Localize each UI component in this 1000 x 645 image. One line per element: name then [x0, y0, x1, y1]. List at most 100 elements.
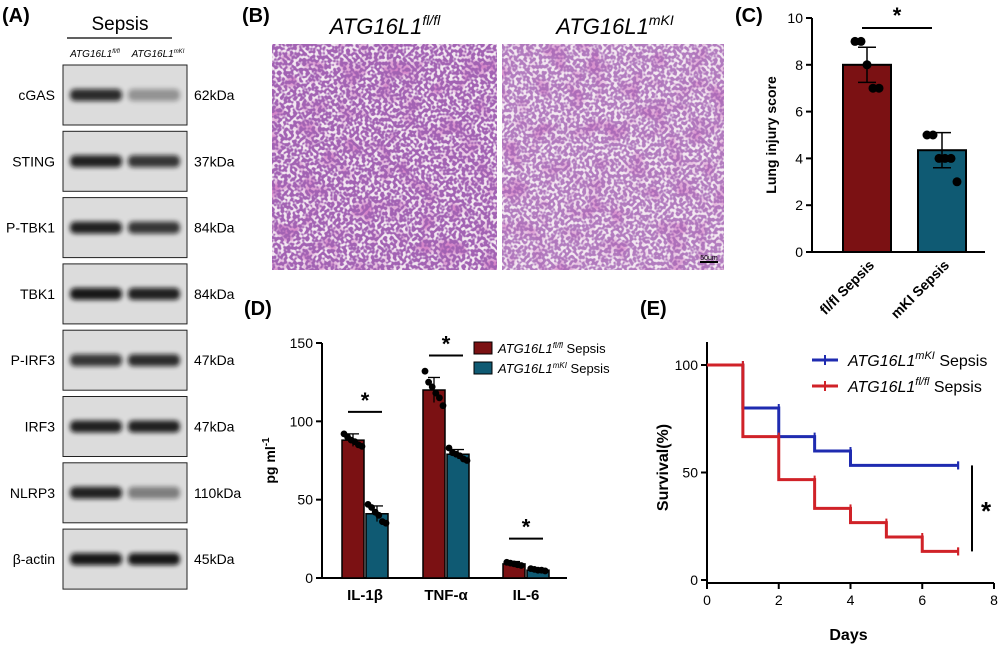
blot-protein-label: TBK1 — [20, 286, 55, 302]
data-point — [517, 562, 525, 569]
y-tick-label: 0 — [305, 570, 313, 586]
legend-label: ATG16L1mKI Sepsis — [847, 350, 987, 370]
blot-protein-label: P-TBK1 — [6, 220, 55, 236]
x-tick-label: mKI Sepsis — [887, 257, 952, 322]
blot-size-label: 45kDa — [194, 551, 235, 567]
y-tick-label: 50 — [682, 465, 698, 481]
blot-size-label: 84kDa — [194, 220, 235, 236]
data-point — [874, 83, 884, 93]
legend-label: ATG16L1fl/fl Sepsis — [497, 341, 606, 356]
legend-entry: ATG16L1mKI Sepsis — [812, 350, 987, 370]
blot-protein-label: β-actin — [13, 551, 55, 567]
blot-band-lane-1 — [70, 354, 122, 367]
x-tick-label: 4 — [847, 592, 855, 608]
data-point — [952, 177, 962, 187]
blot-band-lane-2 — [128, 486, 180, 499]
blot-lane-2-label: ATG16L1mKI — [131, 49, 185, 60]
data-point — [432, 389, 440, 397]
histology-right-image: 50um — [502, 44, 724, 270]
data-point — [463, 457, 471, 464]
blot-lane-1-label: ATG16L1fl/fl — [69, 49, 120, 60]
blot-band-lane-1 — [70, 553, 122, 566]
legend-swatch — [473, 361, 493, 375]
histology-right-title: ATG16L1mKI — [554, 12, 674, 39]
blot-band-lane-2 — [128, 354, 180, 367]
significance-star: * — [981, 496, 992, 526]
blot-band-lane-2 — [128, 221, 180, 234]
y-tick-label: 8 — [795, 57, 803, 73]
blot-size-label: 47kDa — [194, 352, 235, 368]
data-point — [421, 367, 429, 375]
data-point — [541, 567, 549, 575]
blot-row: STING 37kDa — [12, 130, 235, 192]
x-tick-label: 8 — [990, 592, 998, 608]
blot-band-lane-1 — [70, 155, 122, 168]
panel-e-survival-chart: (E) 0 50 100 0 2 4 6 8 Days Survival(%) ATG16L1mKI… — [640, 298, 998, 644]
legend-label: ATG16L1mKI Sepsis — [497, 361, 610, 376]
blot-row: cGAS 62kDa — [18, 64, 235, 126]
blot-size-label: 47kDa — [194, 419, 235, 435]
data-point — [445, 444, 453, 452]
blot-row: NLRP3 110kDa — [10, 462, 241, 524]
x-tick-label: 2 — [775, 592, 783, 608]
significance-star: * — [893, 3, 902, 28]
y-axis-label: Lung injury score — [763, 76, 779, 194]
legend-swatch — [473, 341, 493, 355]
blot-size-label: 62kDa — [194, 87, 235, 103]
panel-a-label: (A) — [2, 5, 30, 27]
blot-size-label: 110kDa — [194, 485, 241, 501]
panel-b-label: (B) — [242, 5, 270, 27]
blot-size-label: 37kDa — [194, 153, 235, 169]
y-tick-label: 0 — [795, 244, 803, 260]
y-tick-label: 150 — [290, 335, 314, 351]
blot-row: P-TBK1 84kDa — [6, 197, 235, 259]
scale-bar-label: 50um — [700, 255, 718, 262]
data-point — [439, 402, 447, 410]
blot-band-lane-2 — [128, 89, 180, 101]
blot-row: TBK1 84kDa — [20, 263, 235, 325]
blot-band-lane-1 — [70, 287, 122, 300]
histology-left-image — [272, 44, 497, 270]
legend-entry: ATG16L1fl/fl Sepsis — [473, 341, 606, 356]
panel-c-lung-injury-chart: (C) 0 2 4 6 8 10 Lung injury score fl/fl Sepsis… — [735, 3, 985, 321]
histology-left-title: ATG16L1fl/fl — [328, 12, 441, 39]
data-point — [382, 519, 390, 527]
blot-row: β-actin 45kDa — [13, 528, 235, 590]
y-tick-label: 10 — [787, 10, 803, 26]
data-point — [375, 511, 383, 519]
panel-a-western-blot: (A) Sepsis ATG16L1fl/fl ATG16L1mKI cGAS 6… — [2, 5, 241, 590]
blot-band-lane-2 — [128, 155, 180, 168]
blot-band-lane-1 — [70, 221, 122, 234]
blot-band-lane-2 — [128, 287, 180, 300]
x-tick-label: 0 — [703, 592, 711, 608]
y-axis-label: pg ml-1 — [261, 437, 278, 484]
x-tick-label: TNF-α — [424, 587, 468, 604]
blot-row: IRF3 47kDa — [25, 396, 235, 457]
y-tick-label: 100 — [675, 357, 699, 373]
significance-star: * — [522, 515, 531, 540]
blot-size-label: 84kDa — [194, 286, 235, 302]
significance-star: * — [361, 388, 370, 413]
blot-group-label: Sepsis — [91, 14, 148, 35]
y-tick-label: 0 — [690, 572, 698, 588]
data-point — [856, 36, 866, 46]
x-tick-label: 6 — [918, 592, 926, 608]
y-tick-label: 2 — [795, 197, 803, 213]
panel-c-label: (C) — [735, 5, 763, 27]
legend-label: ATG16L1fl/fl Sepsis — [847, 376, 982, 396]
bar-1 — [842, 63, 892, 253]
x-axis-label: Days — [829, 627, 867, 644]
legend-entry: ATG16L1fl/fl Sepsis — [812, 376, 982, 396]
panel-e-label: (E) — [640, 298, 667, 320]
blot-protein-label: IRF3 — [25, 419, 56, 435]
y-tick-label: 50 — [297, 492, 313, 508]
blot-protein-label: NLRP3 — [10, 485, 55, 501]
y-tick-label: 4 — [795, 150, 803, 166]
blot-protein-label: STING — [12, 153, 55, 169]
x-tick-label: IL-6 — [513, 587, 540, 604]
survival-line-2 — [707, 363, 959, 553]
panel-b-histology: (B) ATG16L1fl/fl ATG16L1mKI 50um — [242, 5, 724, 270]
blot-row: P-IRF3 47kDa — [11, 329, 235, 391]
significance-star: * — [442, 331, 451, 356]
